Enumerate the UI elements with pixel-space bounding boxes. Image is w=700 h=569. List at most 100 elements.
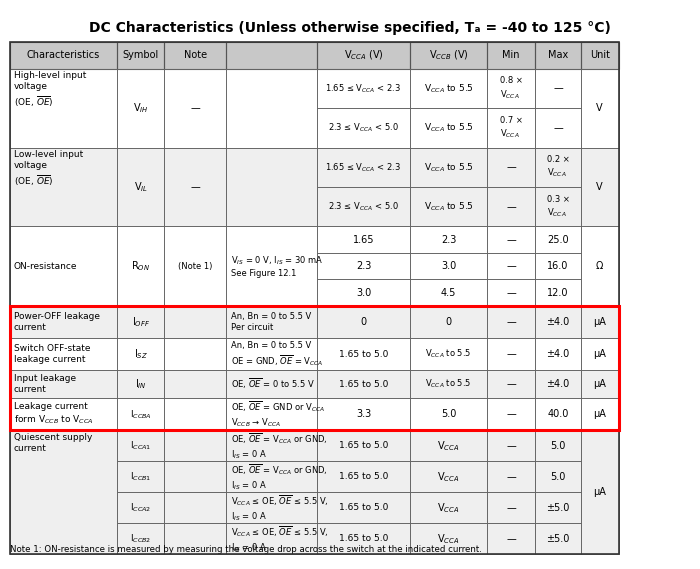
Bar [536, 253, 580, 279]
Bar [486, 69, 536, 108]
Bar [164, 461, 226, 492]
Text: μA: μA [593, 379, 606, 389]
Bar [536, 69, 580, 108]
Bar [536, 370, 580, 398]
Bar [118, 69, 164, 147]
Text: I$_{CCB2}$: I$_{CCB2}$ [130, 533, 151, 545]
Text: 1.65 ≤ V$_{CCA}$ < 2.3: 1.65 ≤ V$_{CCA}$ < 2.3 [326, 82, 402, 94]
Text: —: — [506, 472, 516, 482]
Bar [536, 430, 580, 461]
Text: V$_{CCA}$ to 5.5: V$_{CCA}$ to 5.5 [424, 122, 474, 134]
Bar [486, 147, 536, 187]
Bar [226, 69, 316, 147]
Bar [316, 461, 410, 492]
Bar [410, 187, 486, 226]
Bar [410, 69, 486, 108]
Bar [536, 338, 580, 370]
Text: Min: Min [503, 51, 520, 60]
Text: V$_{IS}$ = 0 V, I$_{IS}$ = 30 mA
See Figure 12.1: V$_{IS}$ = 0 V, I$_{IS}$ = 30 mA See Fig… [230, 254, 323, 278]
Bar [226, 492, 316, 523]
Bar [536, 69, 580, 108]
Text: Power-OFF leakage
current: Power-OFF leakage current [14, 312, 100, 332]
Bar [10, 338, 118, 370]
Bar [164, 398, 226, 430]
Bar [410, 370, 486, 398]
Bar [118, 523, 164, 554]
Text: 5.0: 5.0 [550, 472, 566, 482]
Bar [226, 42, 316, 69]
Bar [118, 523, 164, 554]
Bar [536, 306, 580, 338]
Bar [118, 147, 164, 226]
Bar [536, 253, 580, 279]
Bar [316, 338, 410, 370]
Bar [486, 306, 536, 338]
Bar [10, 42, 118, 69]
Text: V$_{CCA}$ to 5.5: V$_{CCA}$ to 5.5 [424, 200, 474, 213]
Bar [486, 523, 536, 554]
Bar [536, 523, 580, 554]
Bar [580, 147, 619, 226]
Bar [226, 523, 316, 554]
Bar [164, 338, 226, 370]
Text: Low-level input
voltage
(OE, $\overline{OE}$): Low-level input voltage (OE, $\overline{… [14, 150, 83, 188]
Text: V$_{CCA}$: V$_{CCA}$ [438, 439, 460, 453]
Text: V: V [596, 103, 603, 113]
Text: —: — [506, 441, 516, 451]
Text: —: — [506, 234, 516, 245]
Bar [410, 108, 486, 147]
Text: I$_{CCBA}$: I$_{CCBA}$ [130, 408, 151, 420]
Bar [118, 147, 164, 226]
Text: I$_{CCB1}$: I$_{CCB1}$ [130, 471, 151, 483]
Text: ±4.0: ±4.0 [547, 349, 570, 359]
Bar [486, 108, 536, 147]
Bar [410, 430, 486, 461]
Bar [536, 523, 580, 554]
Bar [118, 398, 164, 430]
Bar [410, 338, 486, 370]
Text: V$_{CCA}$ to 5.5: V$_{CCA}$ to 5.5 [426, 378, 472, 390]
Text: V$_{CCA}$ ≤ OE, $\overline{OE}$ ≤ 5.5 V,
I$_{IS}$ = 0 A: V$_{CCA}$ ≤ OE, $\overline{OE}$ ≤ 5.5 V,… [230, 524, 328, 554]
Text: V$_{IH}$: V$_{IH}$ [133, 101, 148, 115]
Bar [580, 147, 619, 226]
Bar [536, 306, 580, 338]
Bar [226, 398, 316, 430]
Bar [536, 187, 580, 226]
Bar [410, 461, 486, 492]
Bar [10, 147, 118, 226]
Bar [316, 492, 410, 523]
Text: I$_{CCA2}$: I$_{CCA2}$ [130, 502, 151, 514]
Bar [316, 147, 410, 187]
Bar [226, 398, 316, 430]
Bar [536, 226, 580, 253]
Bar [10, 42, 619, 554]
Text: 0.7 ×
V$_{CCA}$: 0.7 × V$_{CCA}$ [500, 116, 522, 140]
Bar [536, 187, 580, 226]
Bar [118, 370, 164, 398]
Bar [580, 69, 619, 147]
Bar [486, 147, 536, 187]
Text: Note 1: ON-resistance is measured by measuring the voltage drop across the switc: Note 1: ON-resistance is measured by mea… [10, 545, 482, 554]
Bar [164, 370, 226, 398]
Bar [226, 226, 316, 306]
Bar [486, 42, 536, 69]
Bar [226, 338, 316, 370]
Text: V$_{CCA}$ to 5.5: V$_{CCA}$ to 5.5 [424, 161, 474, 174]
Bar [10, 306, 118, 338]
Bar [486, 398, 536, 430]
Bar [536, 461, 580, 492]
Bar [316, 42, 410, 69]
Text: 0: 0 [445, 317, 452, 327]
Text: 1.65 to 5.0: 1.65 to 5.0 [339, 380, 389, 389]
Bar [10, 398, 118, 430]
Bar [316, 147, 410, 187]
Text: DC Characteristics (Unless otherwise specified, Tₐ = -40 to 125 °C): DC Characteristics (Unless otherwise spe… [89, 21, 611, 35]
Bar [410, 398, 486, 430]
Text: ±4.0: ±4.0 [547, 379, 570, 389]
Text: Switch OFF-state
leakage current: Switch OFF-state leakage current [14, 344, 90, 364]
Bar [164, 430, 226, 461]
Bar [486, 492, 536, 523]
Bar [118, 461, 164, 492]
Text: ±5.0: ±5.0 [546, 503, 570, 513]
Bar [536, 226, 580, 253]
